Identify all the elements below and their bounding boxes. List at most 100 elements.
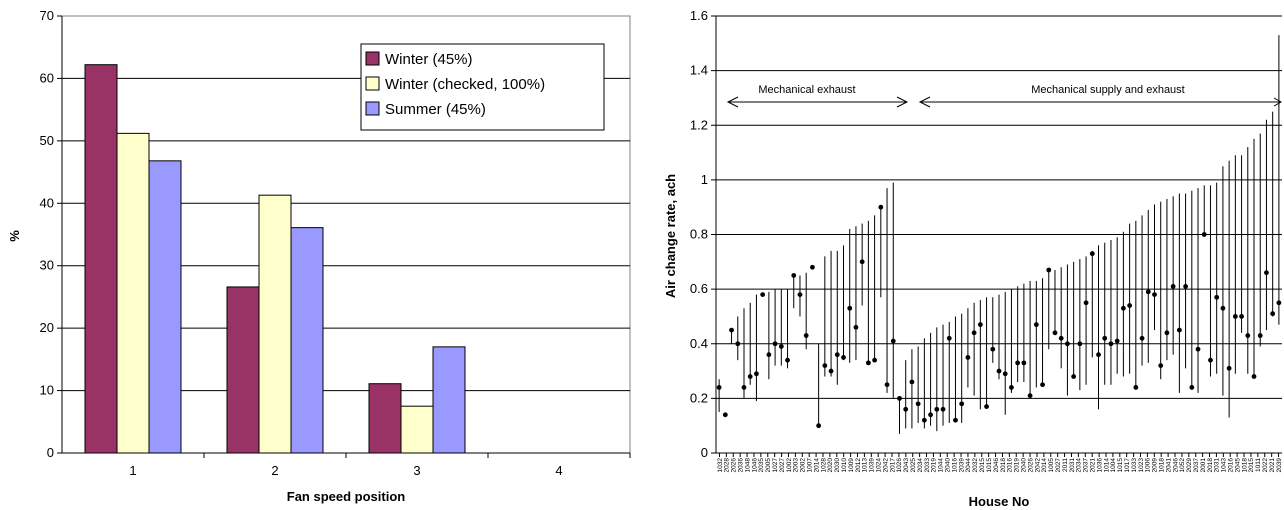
ach-point bbox=[853, 324, 859, 330]
ach-y-tick-label: 1.6 bbox=[690, 8, 708, 23]
bar-legend-label-2: Winter (checked, 100%) bbox=[385, 76, 545, 93]
ach-x-tick-label: 1015 bbox=[986, 458, 993, 473]
ach-x-tick-label: 2037 bbox=[1193, 458, 1200, 473]
ach-x-tick-label: 1015 bbox=[1117, 458, 1124, 473]
ach-x-tick-label: 2027 bbox=[779, 458, 786, 473]
ach-point bbox=[778, 344, 784, 349]
ach-point bbox=[1133, 385, 1139, 390]
ach-x-tick-label: 2039 bbox=[958, 458, 965, 473]
ach-point bbox=[1201, 232, 1207, 237]
ach-x-tick-label: 2035 bbox=[758, 458, 765, 473]
ach-y-tick-label: 0 bbox=[701, 445, 708, 460]
ach-point bbox=[1189, 385, 1195, 390]
ach-x-tick-label: 2021 bbox=[1269, 458, 1276, 473]
ach-point bbox=[791, 273, 797, 278]
bar-legend: Winter (45%) Winter (checked, 100%) Summer… bbox=[360, 43, 605, 131]
mechanical-exhaust-label: Mechanical exhaust bbox=[758, 84, 855, 96]
ach-point bbox=[865, 360, 871, 366]
ach-x-tick-label: 2018 bbox=[1207, 458, 1214, 473]
ach-point bbox=[1264, 270, 1269, 276]
ach-x-tick-label: 1005 bbox=[1048, 458, 1055, 473]
mechanical-exhaust-annotation: Mechanical exhaust bbox=[726, 84, 909, 108]
ach-point bbox=[996, 368, 1002, 374]
ach-x-tick-label: 2019 bbox=[1014, 458, 1021, 473]
ach-x-tick-label: 1023 bbox=[1138, 458, 1145, 473]
ach-point bbox=[1145, 289, 1151, 295]
ach-x-tick-label: 1002 bbox=[786, 458, 793, 473]
ach-point bbox=[816, 423, 822, 429]
ach-point bbox=[953, 417, 958, 423]
ach-x-tick-label: 2039 bbox=[1276, 458, 1283, 473]
ach-y-axis-title: Air change rate, ach bbox=[663, 174, 678, 298]
ach-point bbox=[1015, 360, 1021, 366]
ach-point bbox=[760, 292, 766, 297]
ach-x-tick-label: 2009 bbox=[1152, 458, 1159, 473]
ach-point bbox=[1158, 363, 1164, 368]
ach-point bbox=[1152, 292, 1157, 297]
ach-x-tick-label: 2030 bbox=[834, 458, 841, 473]
bar-y-tick-label: 20 bbox=[40, 320, 54, 335]
ach-x-tick-label: 2014 bbox=[813, 458, 820, 473]
ach-x-tick-label: 1018 bbox=[1159, 458, 1166, 473]
bar-1-category-3 bbox=[368, 383, 402, 454]
ach-y-tick-label: 1 bbox=[701, 172, 708, 187]
ach-point bbox=[903, 406, 909, 412]
bar-series-bars bbox=[84, 64, 466, 454]
ach-x-tick-label: 2034 bbox=[917, 458, 924, 473]
ach-x-tick-label: 1032 bbox=[717, 458, 724, 473]
ach-x-tick-label: 1043 bbox=[1221, 458, 1228, 473]
bar-y-tick-label: 40 bbox=[40, 195, 54, 210]
ach-x-tick-label: 2025 bbox=[910, 458, 917, 473]
ach-point bbox=[735, 341, 741, 347]
ach-x-tick-label: 1044 bbox=[938, 458, 945, 473]
bar-x-ticks: 1 2 3 4 bbox=[129, 453, 631, 478]
mechanical-exhaust-arrow-left-head bbox=[726, 96, 739, 108]
ach-x-tick-label: 2005 bbox=[765, 458, 772, 473]
bar-y-tick-label: 60 bbox=[40, 70, 54, 85]
ach-point bbox=[1027, 393, 1033, 399]
ach-point bbox=[1114, 338, 1120, 344]
ach-y-tick-label: 1.2 bbox=[690, 117, 708, 132]
bar-1-category-1 bbox=[84, 64, 118, 454]
ach-x-tick-label: 1011 bbox=[1255, 458, 1262, 472]
ach-x-tick-label: 2001 bbox=[1200, 458, 1207, 473]
ach-range-lines bbox=[718, 35, 1280, 434]
mechanical-supply-exhaust-annotation: Mechanical supply and exhaust bbox=[918, 84, 1283, 108]
mechanical-supply-exhaust-label: Mechanical supply and exhaust bbox=[1031, 84, 1184, 96]
ach-point bbox=[890, 338, 896, 344]
ach-x-tick-label: 2027 bbox=[1055, 458, 1062, 473]
bar-legend-label-3: Summer (45%) bbox=[385, 101, 486, 118]
ach-point bbox=[1083, 300, 1089, 306]
ach-x-tick-label: 1026 bbox=[896, 458, 903, 473]
ach-x-tick-label: 1007 bbox=[806, 458, 813, 473]
ach-point bbox=[1232, 314, 1238, 319]
bar-legend-swatch-3 bbox=[365, 101, 380, 116]
ach-x-tick-label: 2043 bbox=[903, 458, 910, 473]
ach-point bbox=[1270, 311, 1276, 317]
ach-y-tick-label: 0.2 bbox=[690, 390, 708, 405]
ach-point bbox=[841, 355, 846, 360]
ach-x-tick-label: 1006 bbox=[1145, 458, 1152, 473]
ach-point bbox=[1208, 357, 1213, 363]
ach-point bbox=[1245, 333, 1251, 338]
ach-point bbox=[1058, 335, 1064, 341]
ach-point bbox=[716, 385, 722, 390]
ach-x-tick-label: 2021 bbox=[1089, 458, 1096, 473]
ach-point bbox=[1096, 352, 1101, 358]
ach-point bbox=[1176, 327, 1182, 333]
ach-x-tick-label: 2002 bbox=[800, 458, 807, 473]
ach-points bbox=[716, 204, 1282, 429]
ach-x-tick-label: 2016 bbox=[1007, 458, 1014, 473]
ach-point bbox=[884, 382, 890, 388]
ach-y-tick-label: 1.4 bbox=[690, 63, 708, 78]
ach-x-tick-label: 2032 bbox=[972, 458, 979, 473]
ach-x-tick-label: 2033 bbox=[924, 458, 931, 473]
ach-point bbox=[1071, 374, 1077, 379]
ach-x-tick-label: 1017 bbox=[1124, 458, 1131, 473]
ach-y-tick-label: 0.6 bbox=[690, 281, 708, 296]
ach-x-tick-label: 1024 bbox=[876, 458, 883, 473]
ach-x-tick-label: 2042 bbox=[882, 458, 889, 473]
ach-x-tick-label: 2037 bbox=[1083, 458, 1090, 473]
ach-x-tick-label: 1046 bbox=[751, 458, 758, 473]
